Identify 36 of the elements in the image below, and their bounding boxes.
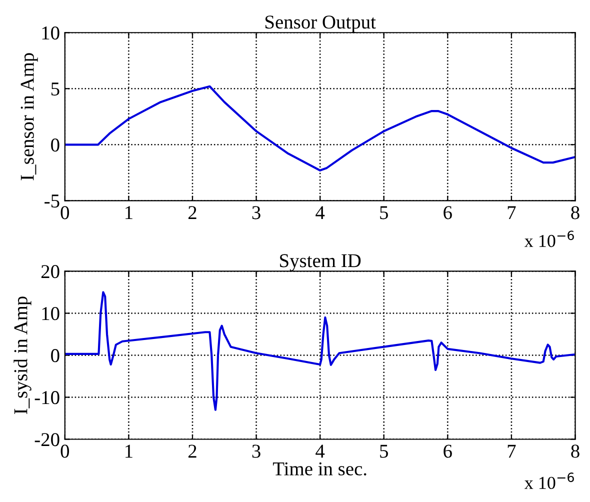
x-tick-label: 8 xyxy=(571,444,580,458)
x-tick-label: 7 xyxy=(508,444,516,458)
y-tick-label: 20 xyxy=(41,265,60,278)
x-tick-label: 5 xyxy=(380,444,388,458)
y-tick-label: -5 xyxy=(44,194,60,208)
y-axis-title: I_sysid in Amp xyxy=(14,296,32,414)
line-series xyxy=(64,291,576,411)
x-tick-label: 6 xyxy=(444,444,452,458)
y-tick-label: 10 xyxy=(42,26,60,40)
x-tick-label: 6 xyxy=(444,206,452,220)
x-tick-label: 0 xyxy=(60,444,70,458)
x-tick-label: 4 xyxy=(316,444,325,458)
y-tick-label: 0 xyxy=(51,138,60,152)
x-tick-label: 5 xyxy=(380,206,388,220)
y-axis-title: I_sensor in Amp xyxy=(20,53,38,180)
y-tick-label: 10 xyxy=(42,307,60,320)
y-tick-label: 5 xyxy=(51,82,60,96)
x-tick-label: 2 xyxy=(188,444,196,458)
y-tick-label: 0 xyxy=(51,349,60,362)
x-tick-label: 4 xyxy=(316,206,325,220)
y-tick-label: -10 xyxy=(34,391,60,404)
text: x 10$^{−6}$ xyxy=(524,472,574,490)
x-tick-label: 3 xyxy=(252,444,260,458)
x-axis-title: Time in sec. xyxy=(272,462,366,476)
text: x 10$^{−6}$ xyxy=(524,230,574,248)
x-tick-label: 1 xyxy=(126,444,132,458)
x-tick-label: 2 xyxy=(188,206,196,220)
x-tick-label: 7 xyxy=(508,206,516,220)
x-tick-label: 1 xyxy=(126,206,132,220)
x-tick-label: 3 xyxy=(252,206,260,220)
chart-title: Sensor Output xyxy=(265,16,376,33)
line-series xyxy=(64,85,576,172)
chart-title: System ID xyxy=(280,254,361,272)
x-tick-label: 8 xyxy=(571,206,580,220)
y-tick-label: -20 xyxy=(34,433,60,446)
x-tick-label: 0 xyxy=(60,206,70,220)
